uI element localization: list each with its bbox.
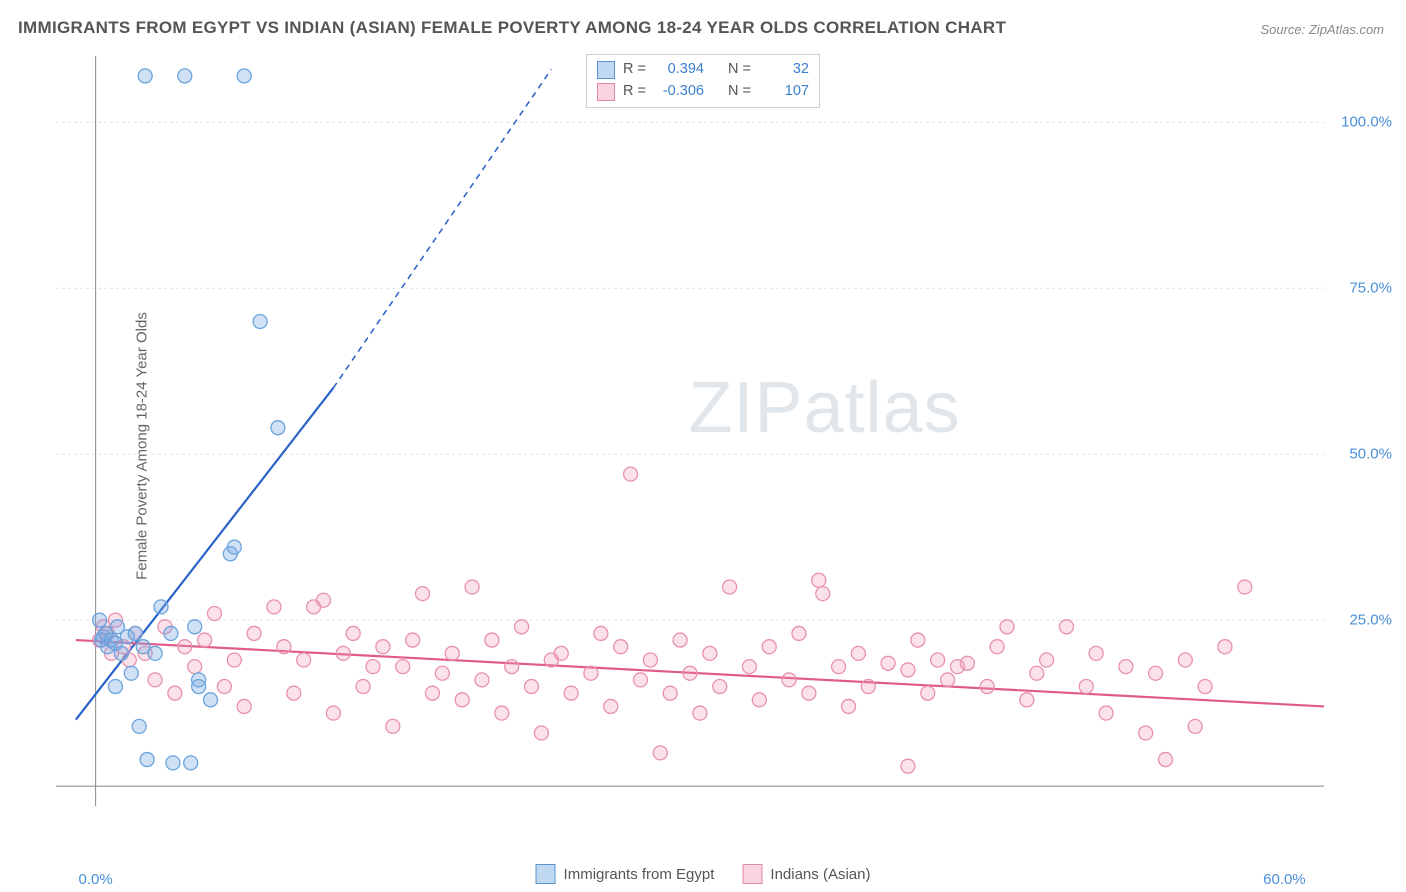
stats-label-R: R = [623,59,646,81]
legend-item-series-1: Indians (Asian) [742,864,870,884]
stats-R-series-0: 0.394 [654,59,704,81]
stats-swatch-series-0 [597,61,615,79]
legend-label-series-1: Indians (Asian) [770,866,870,883]
y-tick-label: 75.0% [1349,280,1392,297]
y-tick-label: 25.0% [1349,612,1392,629]
legend-item-series-0: Immigrants from Egypt [536,864,715,884]
scatter-chart-svg [52,52,1384,842]
stats-N-series-1: 107 [759,81,809,103]
stats-swatch-series-1 [597,83,615,101]
stats-label-N: N = [728,59,751,81]
legend-swatch-series-0 [536,864,556,884]
bottom-legend: Immigrants from Egypt Indians (Asian) [536,864,871,884]
legend-label-series-0: Immigrants from Egypt [564,866,715,883]
stats-N-series-0: 32 [759,59,809,81]
y-tick-label: 50.0% [1349,446,1392,463]
chart-plot-area: ZIPatlas [52,52,1384,842]
x-tick-label: 0.0% [79,871,113,888]
stats-label-R: R = [623,81,646,103]
stats-R-series-1: -0.306 [654,81,704,103]
stats-row-series-0: R = 0.394 N = 32 [597,59,809,81]
y-tick-label: 100.0% [1341,114,1392,131]
chart-title: IMMIGRANTS FROM EGYPT VS INDIAN (ASIAN) … [18,18,1006,38]
source-attribution: Source: ZipAtlas.com [1260,22,1384,37]
correlation-stats-box: R = 0.394 N = 32 R = -0.306 N = 107 [586,54,820,108]
x-tick-label: 60.0% [1263,871,1306,888]
legend-swatch-series-1 [742,864,762,884]
stats-row-series-1: R = -0.306 N = 107 [597,81,809,103]
stats-label-N: N = [728,81,751,103]
